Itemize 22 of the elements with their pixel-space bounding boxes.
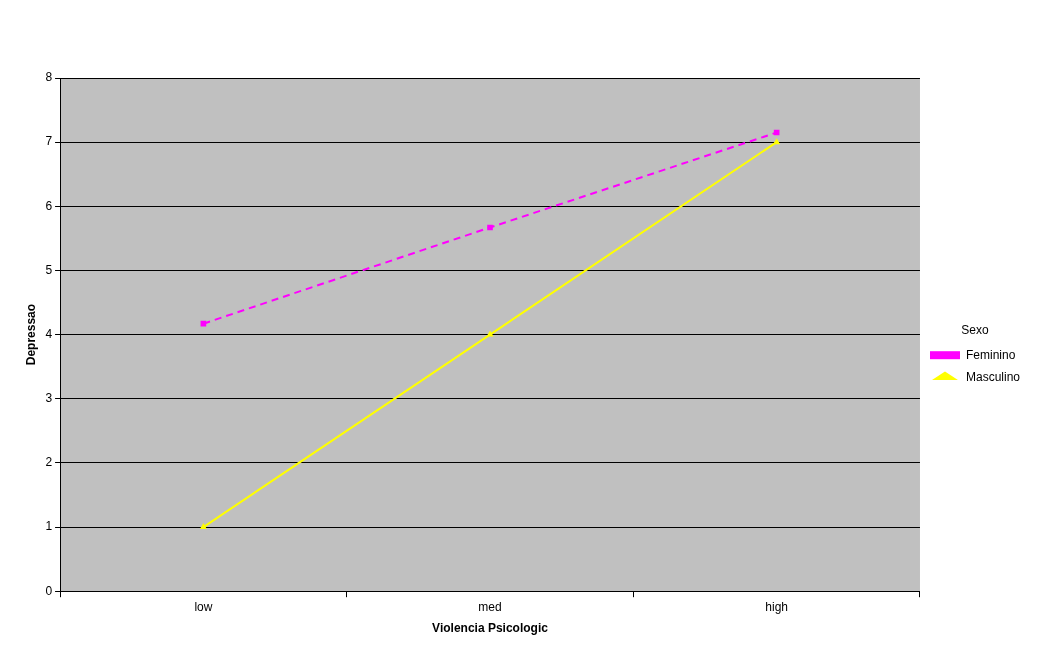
y-tick-label: 3 — [45, 391, 53, 406]
x-tick-label: med — [478, 599, 502, 614]
point — [487, 224, 493, 231]
y-tick-label: 1 — [45, 519, 53, 534]
y-tick-label: 4 — [45, 326, 53, 341]
y-tick-label: 7 — [45, 134, 53, 149]
y-tick-label: 5 — [45, 262, 53, 277]
y-tick-label: 0 — [45, 583, 53, 598]
x-tick-label: low — [194, 599, 213, 614]
x-axis-title: Violencia Psicologic — [432, 621, 549, 636]
point — [773, 138, 781, 145]
y-axis-title: Depressao — [23, 303, 38, 366]
point — [486, 330, 494, 337]
legend-label: Masculino — [965, 369, 1021, 384]
y-tick-label: 8 — [45, 70, 53, 85]
y-tick-label: 6 — [45, 198, 53, 213]
legend-label: Feminino — [965, 347, 1016, 362]
point — [200, 320, 207, 327]
x-tick-label: high — [765, 599, 788, 614]
point — [199, 523, 207, 530]
y-tick-label: 2 — [45, 455, 53, 470]
legend-title: Sexo — [961, 323, 989, 338]
